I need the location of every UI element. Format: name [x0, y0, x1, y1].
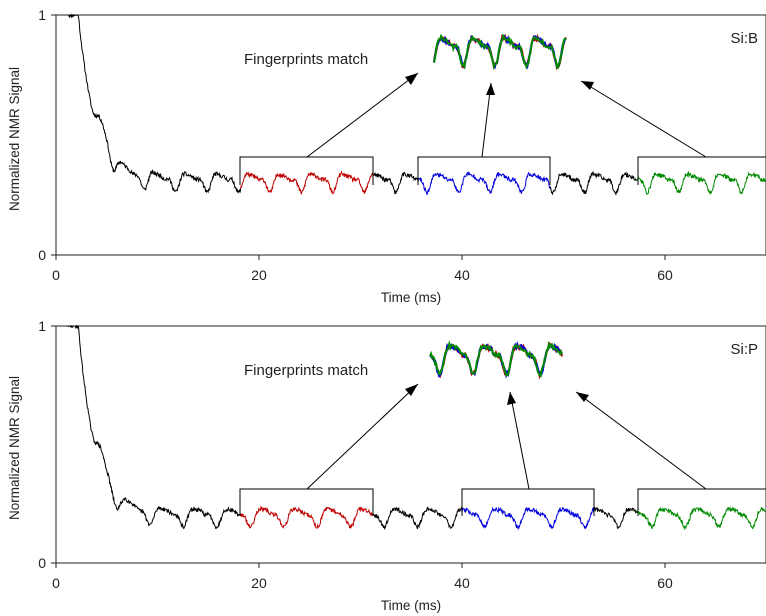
x-tick-label: 40 — [454, 575, 470, 591]
fingerprint-segment-trace — [461, 506, 595, 531]
inset-layer — [433, 33, 567, 71]
x-tick-label: 0 — [52, 575, 60, 591]
signal-trace — [371, 171, 419, 195]
fingerprint-segment-trace — [636, 170, 766, 196]
signal-trace — [593, 506, 638, 529]
fingerprints-match-annotation: Fingerprints match — [244, 51, 368, 68]
x-tick-label: 20 — [251, 575, 267, 591]
panel-si-b: 1 0 Normalized NMR Signal 0 20 40 60 Tim… — [7, 7, 766, 305]
fingerprint-segment-trace — [417, 170, 551, 196]
segment-brackets — [239, 488, 766, 516]
x-tick-label: 40 — [454, 267, 470, 283]
x-tick-label: 60 — [657, 575, 673, 591]
signal-trace — [549, 170, 637, 196]
fingerprint-overlay-trace — [433, 33, 567, 70]
panel-si-p: 1 0 Normalized NMR Signal 0 20 40 60 Tim… — [7, 318, 766, 613]
signal-trace — [372, 506, 463, 530]
x-axis-label: Time (ms) — [381, 598, 441, 613]
segment-brackets — [239, 156, 766, 185]
y-tick-label: 0 — [38, 247, 46, 263]
annotation-arrows — [306, 383, 707, 490]
panel-label: Si:B — [730, 30, 758, 47]
fingerprint-segment-trace — [636, 505, 766, 531]
x-axis: 0 20 40 60 Time (ms) — [52, 563, 673, 613]
data-layer — [67, 324, 766, 531]
fingerprint-overlay-trace — [429, 339, 563, 378]
fingerprint-segment-trace — [240, 505, 373, 529]
fingerprints-match-annotation: Fingerprints match — [244, 362, 368, 379]
data-layer — [68, 13, 766, 196]
signal-trace — [67, 324, 242, 530]
fingerprint-segment-trace — [240, 170, 373, 195]
y-axis-label: Normalized NMR Signal — [7, 67, 22, 211]
x-tick-label: 60 — [657, 267, 673, 283]
y-axis: 1 0 Normalized NMR Signal — [7, 7, 56, 263]
plot-frame — [55, 14, 766, 256]
y-axis-label: Normalized NMR Signal — [7, 376, 22, 520]
plot-frame — [55, 325, 766, 564]
x-tick-label: 0 — [52, 267, 60, 283]
y-tick-label: 1 — [38, 7, 46, 23]
x-axis-label: Time (ms) — [381, 290, 441, 305]
y-tick-label: 1 — [38, 318, 46, 334]
signal-trace — [68, 13, 242, 194]
fingerprint-overlay-trace — [433, 33, 567, 71]
x-tick-label: 20 — [251, 267, 267, 283]
y-axis: 1 0 Normalized NMR Signal — [7, 318, 56, 571]
annotation-arrows — [306, 72, 707, 158]
inset-layer — [429, 339, 563, 380]
y-tick-label: 0 — [38, 555, 46, 571]
panel-label: Si:P — [730, 341, 758, 358]
x-axis: 0 20 40 60 Time (ms) — [52, 255, 673, 305]
